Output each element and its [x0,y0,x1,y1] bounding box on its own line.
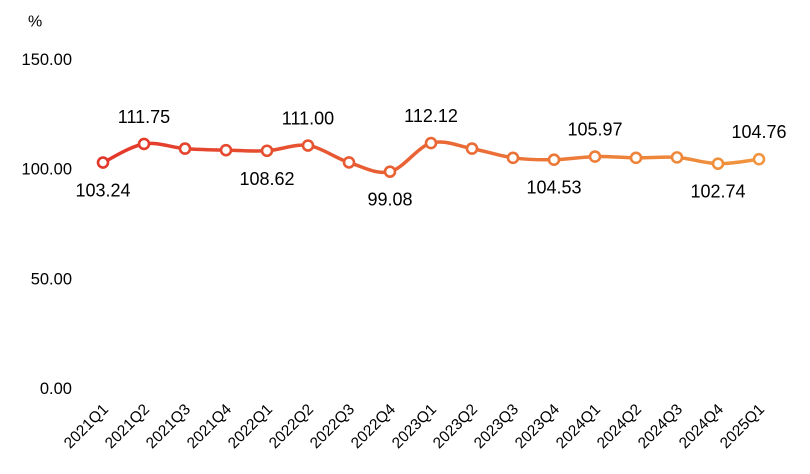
x-tick-label: 2024Q4 [676,401,727,452]
x-tick-label: 2021Q3 [143,401,194,452]
data-label: 104.76 [731,122,786,142]
x-axis: 2021Q12021Q22021Q32021Q42022Q12022Q22022… [61,401,768,452]
x-tick-label: 2023Q4 [512,401,563,452]
data-point [588,150,602,163]
x-tick-label: 2022Q3 [307,401,358,452]
data-point [96,156,110,169]
data-points [96,136,766,178]
data-label: 105.97 [567,120,622,140]
data-label: 108.62 [239,169,294,189]
data-point [219,143,233,157]
x-tick-label: 2022Q2 [266,401,317,452]
data-point [424,136,438,150]
y-axis-unit: % [28,14,42,31]
data-point [178,142,192,155]
x-tick-label: 2024Q3 [635,401,686,452]
x-tick-label: 2025Q1 [717,401,768,452]
y-tick-label: 100.00 [22,161,72,179]
data-point [383,165,397,178]
data-point [506,151,520,165]
x-tick-label: 2024Q2 [594,401,645,452]
x-tick-label: 2021Q1 [61,401,112,452]
x-tick-label: 2023Q1 [389,401,440,452]
y-tick-label: 50.00 [31,270,72,288]
y-tick-label: 0.00 [40,380,72,398]
x-tick-label: 2023Q3 [471,401,522,452]
data-label: 103.24 [75,181,130,201]
x-tick-label: 2021Q2 [102,401,153,452]
data-point [547,153,561,167]
data-labels: 103.24 111.75 108.62 111.00 99.08 112.12 104.5… [75,106,786,210]
data-label: 112.12 [404,106,458,126]
data-label: 104.53 [526,178,581,198]
x-tick-label: 2023Q2 [430,401,481,452]
x-tick-label: 2022Q1 [225,401,276,452]
data-label: 102.74 [690,182,745,202]
data-point [711,157,725,170]
data-point [301,139,315,152]
data-point [260,144,274,158]
y-tick-label: 150.00 [22,51,72,69]
data-point [465,142,479,155]
data-label: 99.08 [367,190,412,210]
data-point [752,152,766,166]
data-point [670,151,684,164]
data-label: 111.75 [118,107,170,127]
data-point [137,137,151,151]
data-point [629,151,643,165]
x-tick-label: 2024Q1 [553,401,604,452]
data-point [342,156,356,169]
y-axis: 0.00 50.00 100.00 150.00 [22,51,72,398]
data-label: 111.00 [282,109,334,129]
x-tick-label: 2022Q4 [348,401,399,452]
x-tick-label: 2021Q4 [184,401,235,452]
